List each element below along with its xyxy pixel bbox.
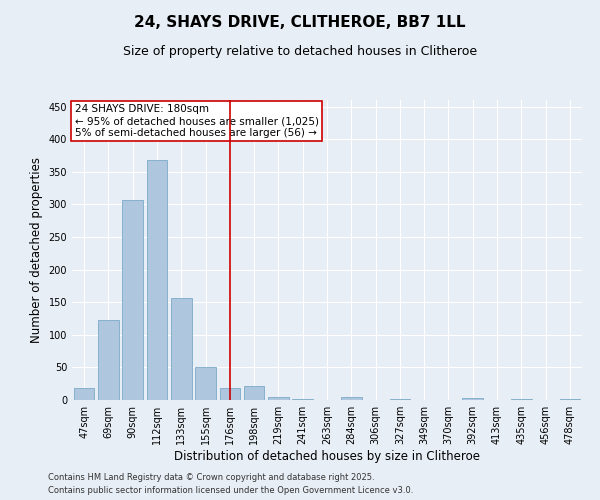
Y-axis label: Number of detached properties: Number of detached properties xyxy=(30,157,43,343)
Text: Size of property relative to detached houses in Clitheroe: Size of property relative to detached ho… xyxy=(123,45,477,58)
Text: Contains public sector information licensed under the Open Government Licence v3: Contains public sector information licen… xyxy=(48,486,413,495)
Text: Contains HM Land Registry data © Crown copyright and database right 2025.: Contains HM Land Registry data © Crown c… xyxy=(48,474,374,482)
Bar xyxy=(74,388,94,400)
Bar xyxy=(268,396,289,400)
Text: 24 SHAYS DRIVE: 180sqm
← 95% of detached houses are smaller (1,025)
5% of semi-d: 24 SHAYS DRIVE: 180sqm ← 95% of detached… xyxy=(74,104,319,138)
Bar xyxy=(463,398,483,400)
Bar xyxy=(195,368,216,400)
Bar xyxy=(122,200,143,400)
Bar xyxy=(220,388,240,400)
Bar xyxy=(171,298,191,400)
Bar xyxy=(98,320,119,400)
Bar xyxy=(146,160,167,400)
Text: 24, SHAYS DRIVE, CLITHEROE, BB7 1LL: 24, SHAYS DRIVE, CLITHEROE, BB7 1LL xyxy=(134,15,466,30)
Bar xyxy=(341,396,362,400)
X-axis label: Distribution of detached houses by size in Clitheroe: Distribution of detached houses by size … xyxy=(174,450,480,463)
Bar xyxy=(244,386,265,400)
